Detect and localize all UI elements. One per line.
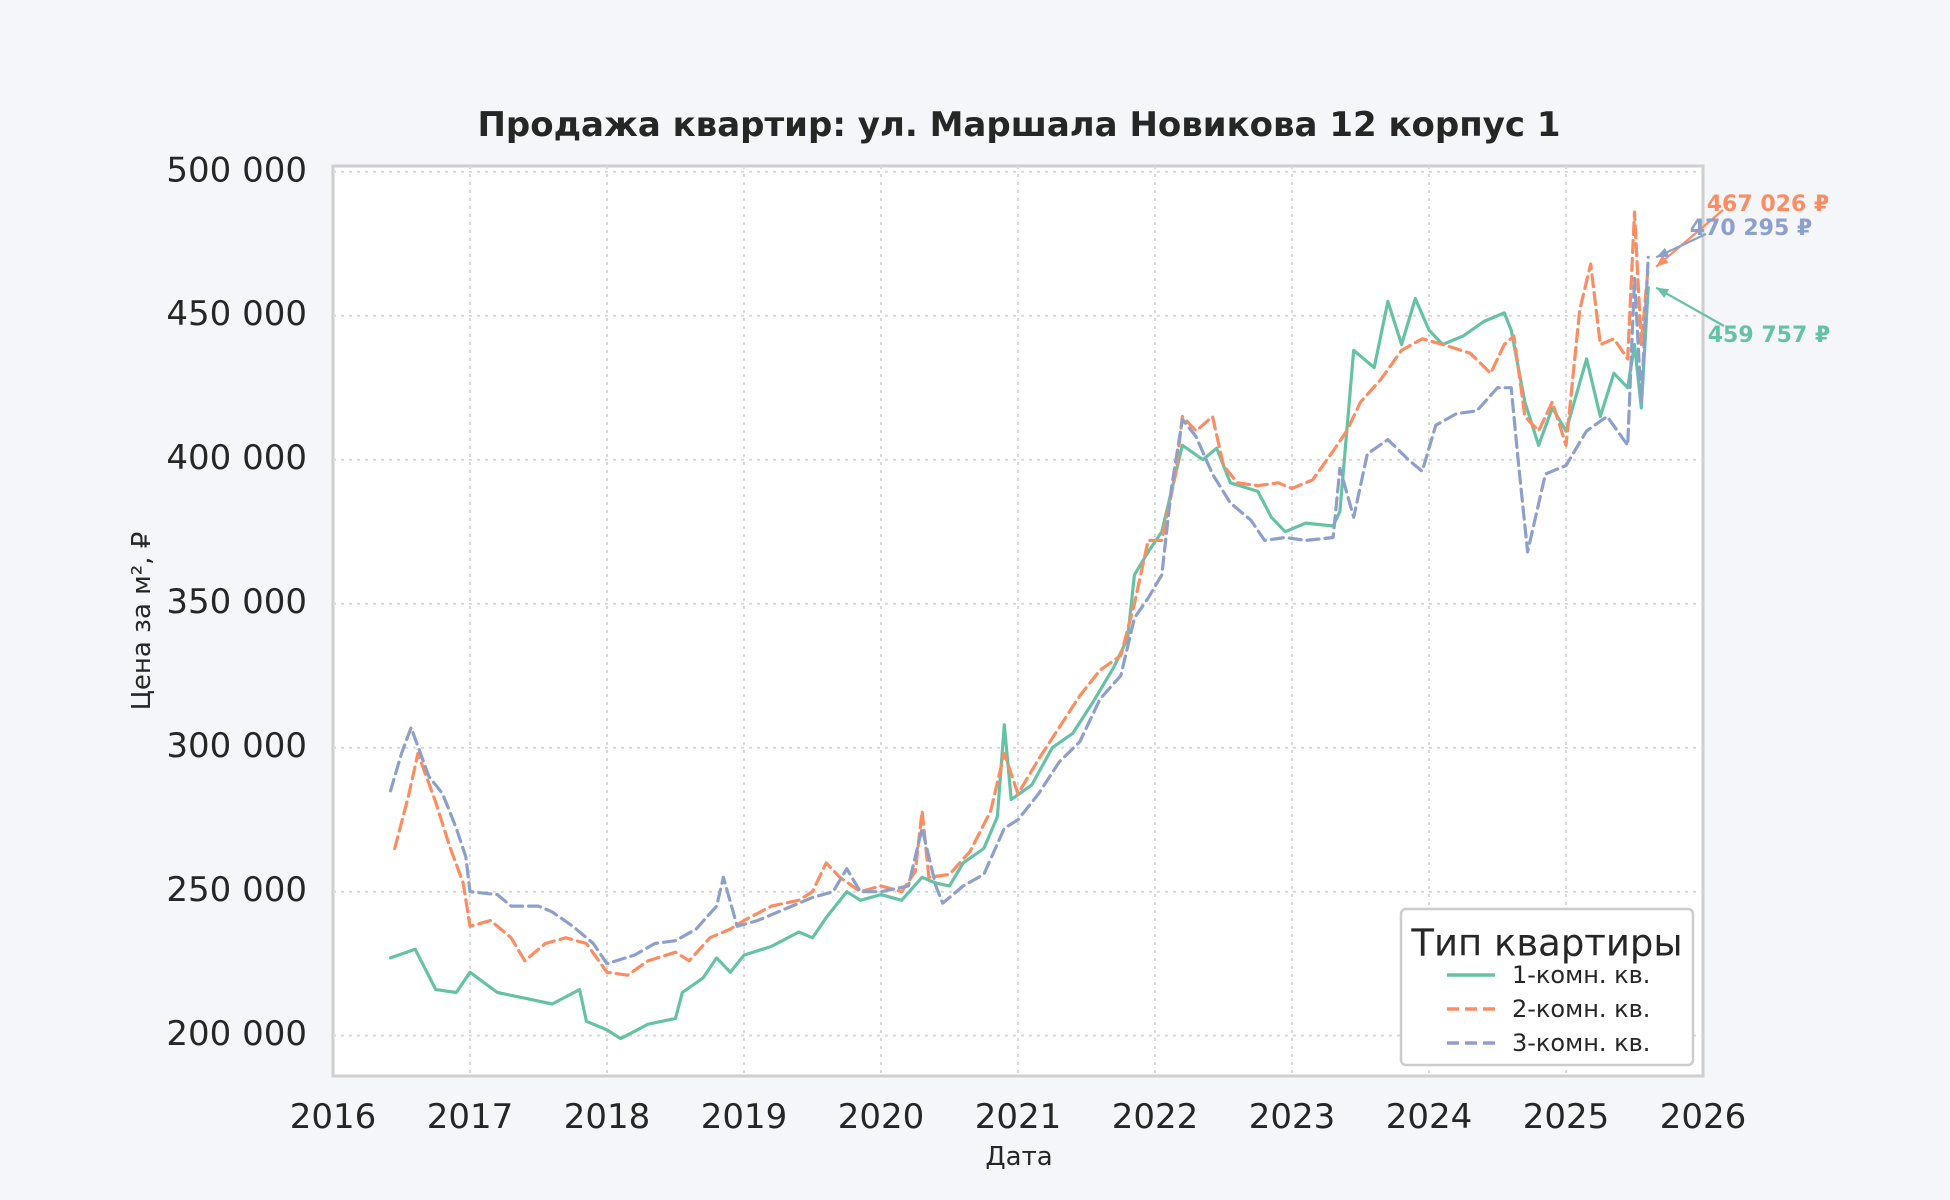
series-layer <box>388 210 1650 1041</box>
annotation-label: 470 295 ₽ <box>1690 216 1812 241</box>
annotation-arrowhead <box>1656 247 1670 258</box>
annotation-arrow <box>1655 209 1724 268</box>
chart-title: Продажа квартир: ул. Маршала Новикова 12… <box>477 105 1560 145</box>
annotation-arrow <box>1655 286 1725 327</box>
y-tick-label: 300 000 <box>166 726 307 766</box>
annotation-label: 467 026 ₽ <box>1707 192 1829 217</box>
annotation-arrowhead <box>1656 255 1669 267</box>
x-tick-label: 2024 <box>1386 1097 1473 1137</box>
x-tick-label: 2019 <box>701 1097 788 1137</box>
x-tick-label: 2025 <box>1523 1097 1610 1137</box>
x-tick-label: 2026 <box>1660 1097 1747 1137</box>
legend-title: Тип квартиры <box>1410 922 1682 965</box>
y-tick-label: 350 000 <box>166 582 307 622</box>
x-tick-label: 2017 <box>427 1097 514 1137</box>
x-axis-label: Дата <box>985 1142 1052 1172</box>
annotation-label: 459 757 ₽ <box>1708 323 1830 348</box>
annotation-arrowhead <box>1656 287 1670 298</box>
x-tick-label: 2016 <box>290 1097 377 1137</box>
series-line-1room <box>388 286 1650 1041</box>
y-tick-label: 500 000 <box>166 150 307 190</box>
y-axis-label: Цена за м², ₽ <box>127 532 157 711</box>
legend-item-label: 1-комн. кв. <box>1512 961 1650 989</box>
x-tick-label: 2020 <box>838 1097 925 1137</box>
legend-item-label: 3-комн. кв. <box>1512 1029 1650 1057</box>
x-axis-ticks: 2016 2017 2018 2019 2020 2021 2022 2023 2024 2025… <box>290 1097 1747 1137</box>
x-tick-label: 2018 <box>564 1097 651 1137</box>
y-tick-label: 200 000 <box>166 1014 307 1054</box>
x-tick-label: 2023 <box>1249 1097 1336 1137</box>
x-tick-label: 2022 <box>1112 1097 1199 1137</box>
series-line-2room <box>393 210 1650 977</box>
x-tick-label: 2021 <box>975 1097 1062 1137</box>
legend: Тип квартиры 1-комн. кв. 2-комн. кв. 3-ком… <box>1399 907 1695 1067</box>
y-tick-label: 450 000 <box>166 294 307 334</box>
annotations: 467 026 ₽470 295 ₽ 459 757 ₽ <box>1655 192 1830 348</box>
series-line-3room <box>388 255 1650 966</box>
legend-box <box>1399 907 1695 1067</box>
y-axis-ticks: 200 000 250 000 300 000 350 000 400 000 450 0… <box>166 150 307 1054</box>
y-tick-label: 250 000 <box>166 870 307 910</box>
legend-item-label: 2-комн. кв. <box>1512 995 1650 1023</box>
y-tick-label: 400 000 <box>166 438 307 478</box>
